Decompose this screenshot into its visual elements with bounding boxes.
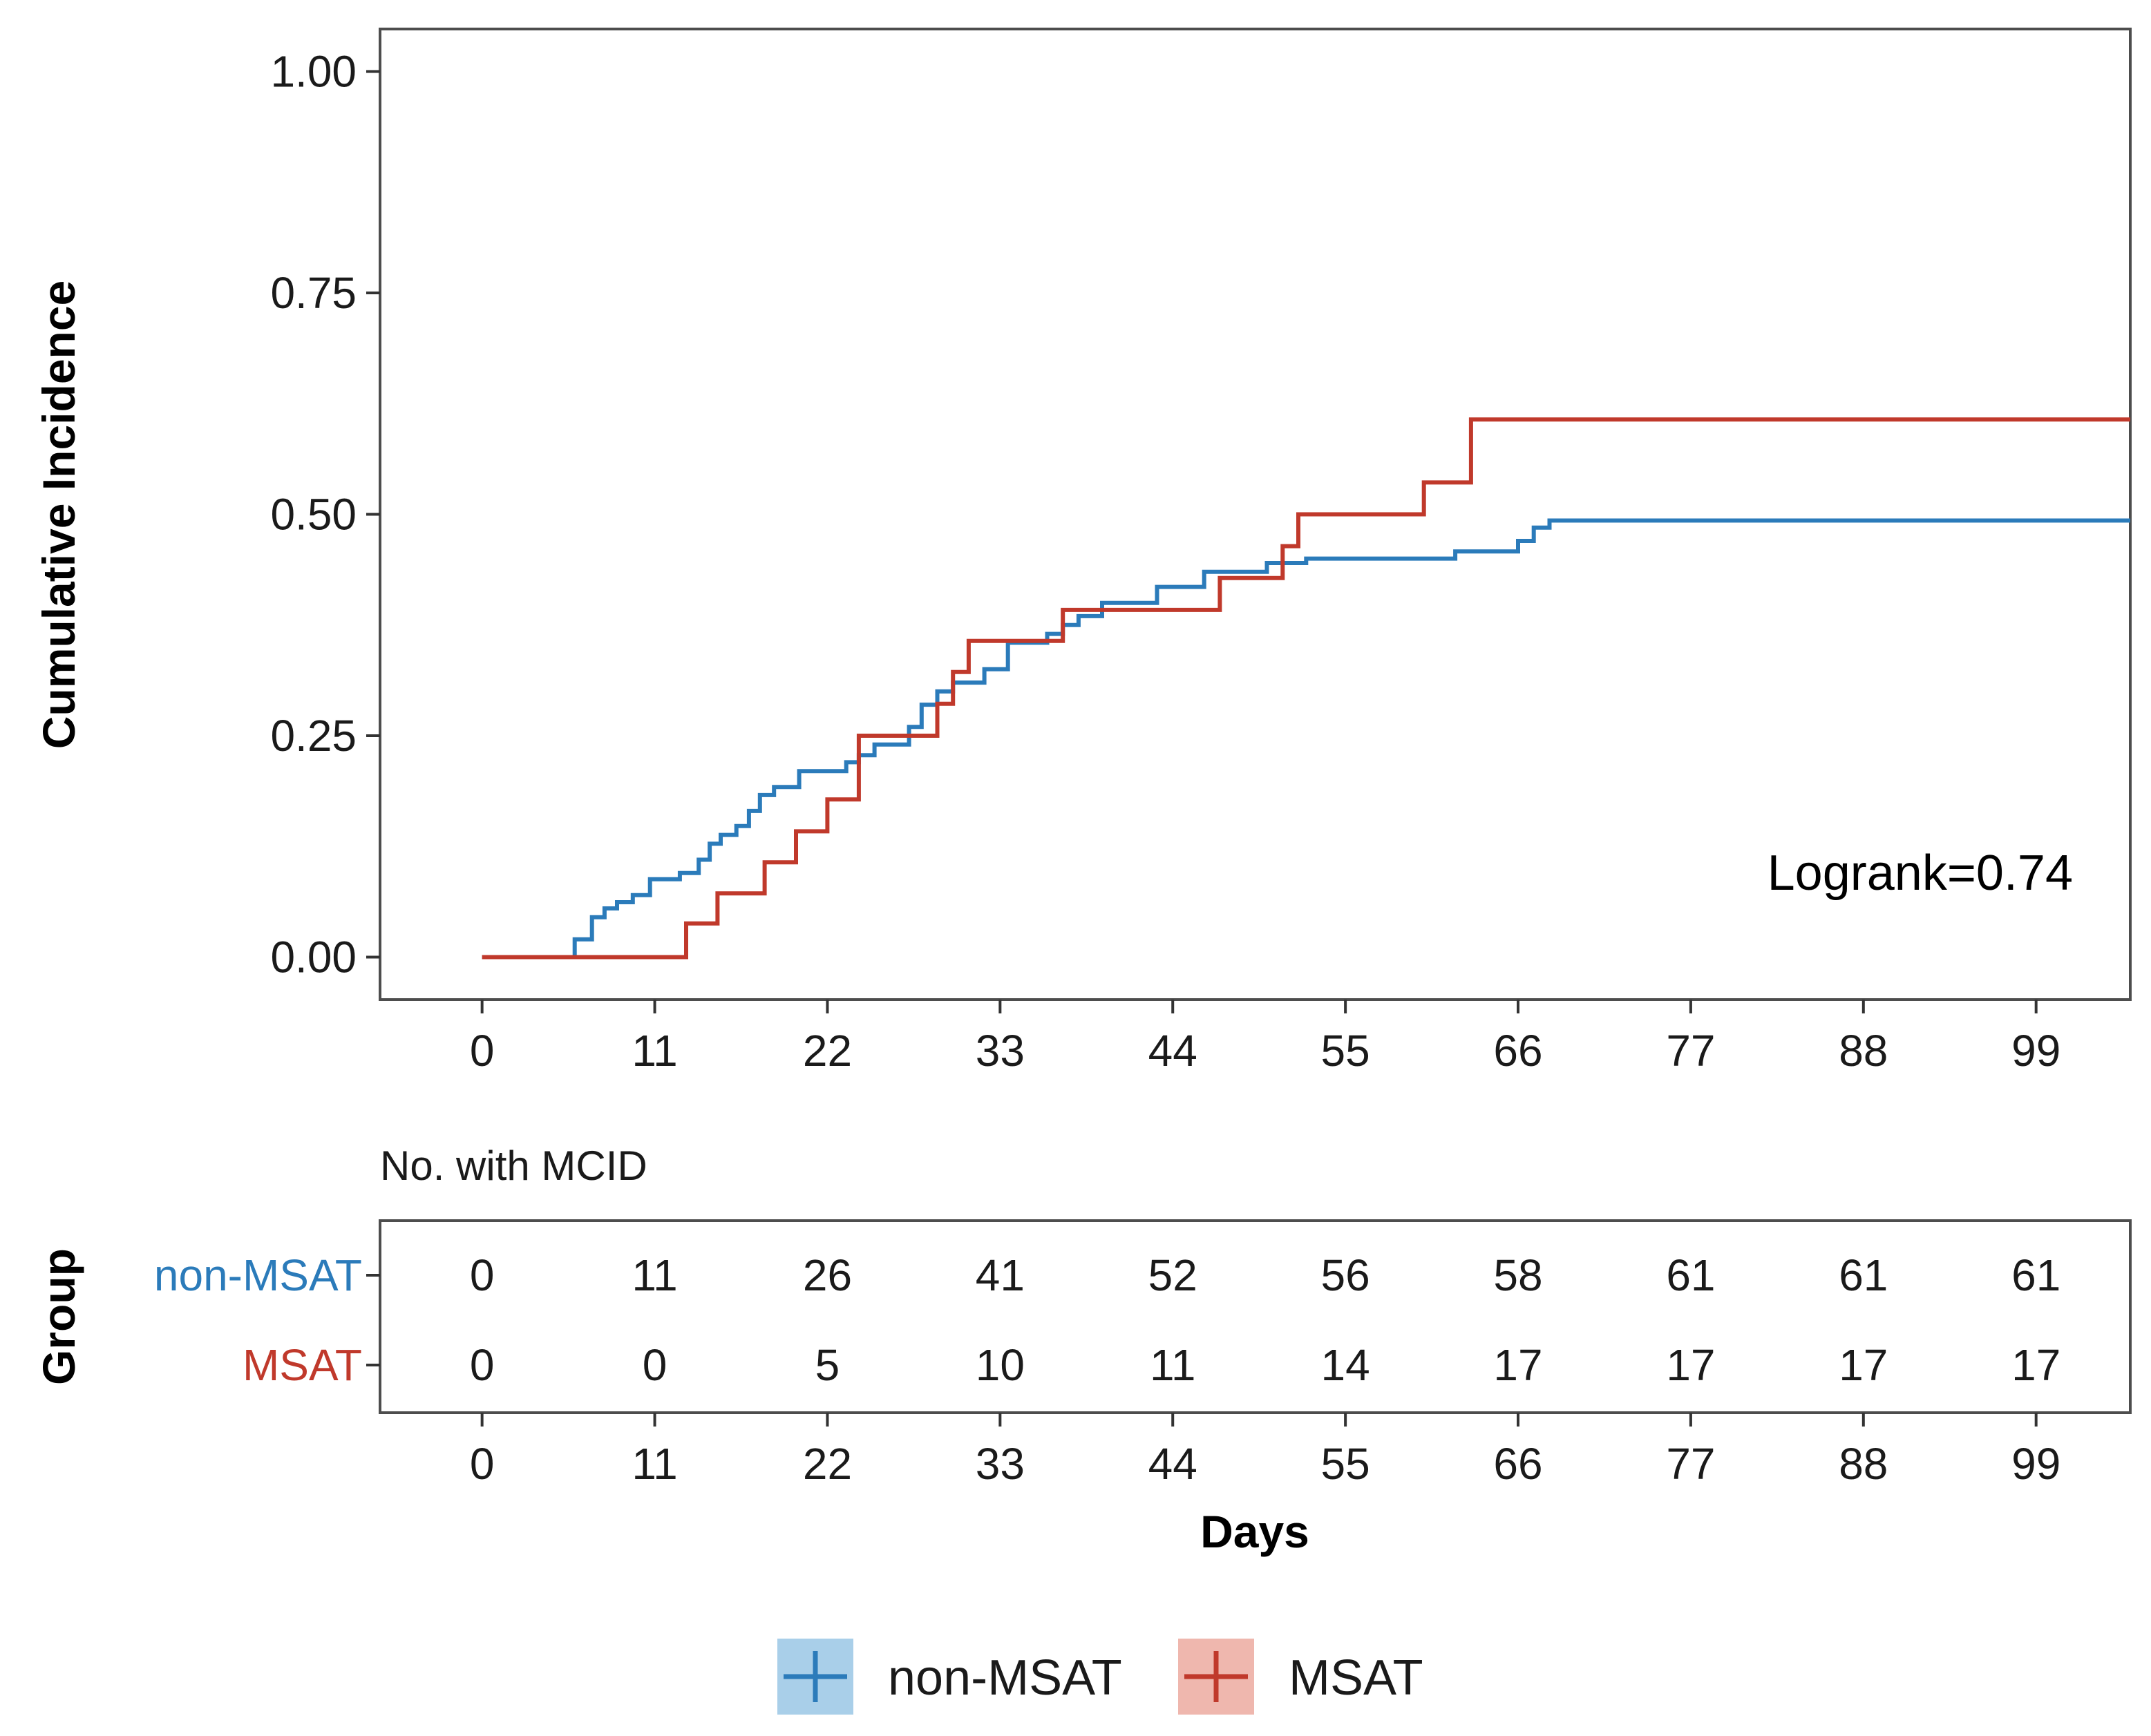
risk-table-cell: 11 bbox=[1150, 1340, 1195, 1390]
risk-table-cell: 17 bbox=[1493, 1340, 1542, 1390]
table-x-tick-label: 88 bbox=[1839, 1439, 1888, 1489]
series-line-non-msat bbox=[482, 518, 2130, 960]
table-x-tick-label: 55 bbox=[1321, 1439, 1370, 1489]
y-tick-label: 0.25 bbox=[270, 711, 357, 761]
risk-table-cell: 52 bbox=[1148, 1250, 1197, 1300]
plot-series bbox=[482, 417, 2130, 960]
risk-table-cell: 11 bbox=[632, 1250, 677, 1300]
group-label-msat: MSAT bbox=[243, 1340, 362, 1390]
risk-table-cell: 14 bbox=[1321, 1340, 1370, 1390]
x-tick-label: 44 bbox=[1148, 1026, 1197, 1076]
risk-table-cell: 17 bbox=[1839, 1340, 1888, 1390]
x-tick-label: 0 bbox=[470, 1026, 495, 1076]
risk-table-cell: 61 bbox=[2011, 1250, 2060, 1300]
risk-table-cell: 17 bbox=[1666, 1340, 1715, 1390]
risk-table-cell: 56 bbox=[1321, 1250, 1370, 1300]
table-x-tick-label: 66 bbox=[1493, 1439, 1542, 1489]
legend-label-msat: MSAT bbox=[1289, 1650, 1423, 1706]
x-tick-label: 55 bbox=[1321, 1026, 1370, 1076]
risk-table-cell: 61 bbox=[1666, 1250, 1715, 1300]
y-tick-label: 0.75 bbox=[270, 268, 357, 318]
y-tick-label: 0.50 bbox=[270, 490, 357, 540]
risk-table-cell: 61 bbox=[1839, 1250, 1888, 1300]
legend-label-non-msat: non-MSAT bbox=[888, 1650, 1122, 1706]
risk-table-cells: 0 11 26 41 52 56 58 61 61 61 0 0 5 10 11 14 17 17 17 17 bbox=[470, 1250, 2060, 1390]
x-axis: 0 11 22 33 44 55 66 77 88 99 bbox=[470, 1000, 2060, 1076]
risk-table-cell: 0 bbox=[470, 1250, 495, 1300]
risk-table-x-axis: 0 11 22 33 44 55 66 77 88 99 bbox=[470, 1413, 2060, 1489]
risk-table-cell: 0 bbox=[470, 1340, 495, 1390]
x-tick-label: 99 bbox=[2011, 1026, 2060, 1076]
y-tick-label: 0.00 bbox=[270, 932, 357, 982]
risk-table-title: No. with MCID bbox=[380, 1143, 647, 1189]
x-axis-title: Days bbox=[1200, 1506, 1309, 1557]
risk-table-cell: 5 bbox=[815, 1340, 840, 1390]
legend: non-MSAT MSAT bbox=[777, 1639, 1423, 1715]
x-tick-label: 66 bbox=[1493, 1026, 1542, 1076]
table-x-tick-label: 0 bbox=[470, 1439, 495, 1489]
x-tick-label: 77 bbox=[1666, 1026, 1715, 1076]
risk-table-y-title: Group bbox=[33, 1248, 84, 1385]
y-axis: 0.00 0.25 0.50 0.75 1.00 bbox=[270, 47, 380, 982]
x-tick-label: 22 bbox=[803, 1026, 852, 1076]
x-tick-label: 11 bbox=[632, 1026, 677, 1076]
table-x-tick-label: 22 bbox=[803, 1439, 852, 1489]
series-line-msat bbox=[482, 417, 2130, 960]
logrank-annotation: Logrank=0.74 bbox=[1768, 846, 2073, 901]
x-tick-label: 33 bbox=[976, 1026, 1025, 1076]
risk-table-cell: 0 bbox=[643, 1340, 667, 1390]
table-x-tick-label: 11 bbox=[632, 1439, 677, 1489]
risk-table-cell: 26 bbox=[803, 1250, 852, 1300]
table-x-tick-label: 33 bbox=[976, 1439, 1025, 1489]
risk-table-cell: 58 bbox=[1493, 1250, 1542, 1300]
risk-table-cell: 10 bbox=[976, 1340, 1025, 1390]
table-x-tick-label: 99 bbox=[2011, 1439, 2060, 1489]
group-label-non-msat: non-MSAT bbox=[154, 1250, 362, 1300]
x-tick-label: 88 bbox=[1839, 1026, 1888, 1076]
y-tick-label: 1.00 bbox=[270, 47, 357, 97]
incidence-plot: 0.00 0.25 0.50 0.75 1.00 0 11 22 33 44 55 66 77 88 99… bbox=[33, 28, 2132, 1076]
risk-table-cell: 17 bbox=[2011, 1340, 2060, 1390]
table-x-tick-label: 44 bbox=[1148, 1439, 1197, 1489]
plot-panel bbox=[379, 28, 2132, 1001]
risk-table-panel bbox=[379, 1219, 2132, 1414]
table-x-tick-label: 77 bbox=[1666, 1439, 1715, 1489]
y-axis-title: Cumulative Incidence bbox=[33, 280, 84, 750]
risk-table-group-axis: non-MSAT MSAT bbox=[154, 1250, 380, 1390]
risk-table-cell: 41 bbox=[976, 1250, 1025, 1300]
